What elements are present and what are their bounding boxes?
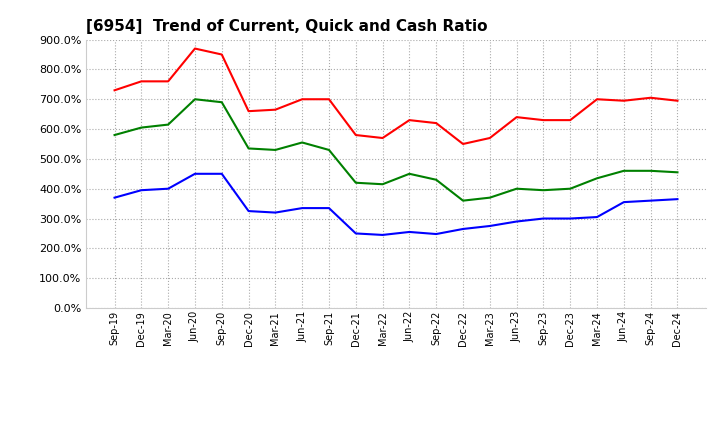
Cash Ratio (378, 232, 387, 238)
Line: Cash Ratio: Cash Ratio (114, 174, 678, 235)
Cash Ratio (298, 205, 307, 211)
Cash Ratio (137, 187, 145, 193)
Cash Ratio (673, 197, 682, 202)
Line: Quick Ratio: Quick Ratio (114, 99, 678, 201)
Quick Ratio (432, 177, 441, 183)
Current Ratio (513, 114, 521, 120)
Quick Ratio (405, 171, 414, 176)
Current Ratio (405, 117, 414, 123)
Cash Ratio (593, 214, 601, 220)
Text: [6954]  Trend of Current, Quick and Cash Ratio: [6954] Trend of Current, Quick and Cash … (86, 19, 488, 34)
Cash Ratio (244, 209, 253, 214)
Cash Ratio (432, 231, 441, 237)
Quick Ratio (619, 168, 628, 173)
Current Ratio (647, 95, 655, 100)
Cash Ratio (619, 199, 628, 205)
Current Ratio (351, 132, 360, 138)
Quick Ratio (191, 97, 199, 102)
Quick Ratio (539, 187, 548, 193)
Quick Ratio (593, 176, 601, 181)
Quick Ratio (217, 99, 226, 105)
Cash Ratio (164, 186, 173, 191)
Quick Ratio (110, 132, 119, 138)
Cash Ratio (513, 219, 521, 224)
Cash Ratio (459, 226, 467, 231)
Quick Ratio (647, 168, 655, 173)
Current Ratio (432, 121, 441, 126)
Current Ratio (378, 136, 387, 141)
Current Ratio (110, 88, 119, 93)
Cash Ratio (325, 205, 333, 211)
Cash Ratio (217, 171, 226, 176)
Current Ratio (459, 141, 467, 147)
Quick Ratio (378, 182, 387, 187)
Cash Ratio (271, 210, 279, 215)
Quick Ratio (298, 140, 307, 145)
Current Ratio (271, 107, 279, 112)
Line: Current Ratio: Current Ratio (114, 48, 678, 144)
Cash Ratio (351, 231, 360, 236)
Current Ratio (485, 136, 494, 141)
Quick Ratio (271, 147, 279, 153)
Current Ratio (137, 79, 145, 84)
Current Ratio (593, 97, 601, 102)
Current Ratio (164, 79, 173, 84)
Quick Ratio (459, 198, 467, 203)
Quick Ratio (513, 186, 521, 191)
Current Ratio (566, 117, 575, 123)
Quick Ratio (325, 147, 333, 153)
Current Ratio (539, 117, 548, 123)
Cash Ratio (405, 229, 414, 235)
Quick Ratio (244, 146, 253, 151)
Cash Ratio (191, 171, 199, 176)
Cash Ratio (647, 198, 655, 203)
Current Ratio (325, 97, 333, 102)
Quick Ratio (164, 122, 173, 127)
Current Ratio (298, 97, 307, 102)
Cash Ratio (485, 224, 494, 229)
Current Ratio (244, 109, 253, 114)
Cash Ratio (566, 216, 575, 221)
Current Ratio (673, 98, 682, 103)
Quick Ratio (485, 195, 494, 200)
Cash Ratio (539, 216, 548, 221)
Current Ratio (217, 52, 226, 57)
Quick Ratio (673, 170, 682, 175)
Quick Ratio (137, 125, 145, 130)
Current Ratio (191, 46, 199, 51)
Quick Ratio (566, 186, 575, 191)
Quick Ratio (351, 180, 360, 185)
Cash Ratio (110, 195, 119, 200)
Current Ratio (619, 98, 628, 103)
